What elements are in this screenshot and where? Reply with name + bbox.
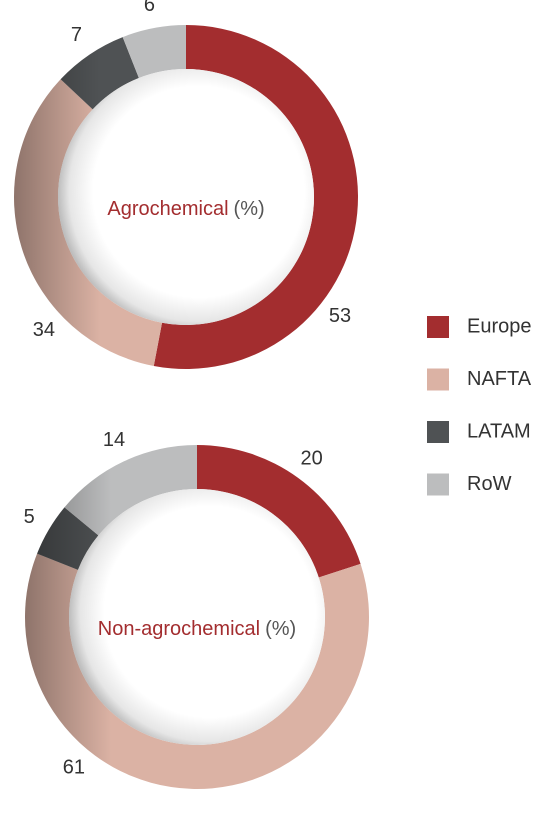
data-label: 20 [300, 448, 322, 470]
legend-label: NAFTA [467, 368, 532, 390]
title-text: Non-agrochemical [98, 618, 260, 640]
data-label: 14 [103, 429, 125, 451]
legend-label: LATAM [467, 420, 531, 442]
chart-title: Non-agrochemical (%) [98, 618, 296, 640]
legend-label: Europe [467, 315, 532, 337]
data-label: 34 [33, 319, 55, 341]
unit-label: (%) [234, 198, 265, 220]
donut-hole [58, 69, 314, 325]
donut-hole [69, 489, 325, 745]
legend-swatch [427, 421, 449, 443]
chart-title: Agrochemical (%) [107, 198, 264, 220]
legend-swatch [427, 316, 449, 338]
data-label: 7 [71, 24, 82, 46]
data-label: 61 [63, 757, 85, 779]
unit-label: (%) [265, 618, 296, 640]
data-label: 53 [329, 305, 351, 327]
legend-swatch [427, 368, 449, 391]
data-label: 6 [144, 0, 155, 16]
legend-label: RoW [467, 473, 512, 495]
legend-swatch [427, 473, 449, 496]
title-text: Agrochemical [107, 198, 228, 220]
data-label: 5 [24, 506, 35, 528]
